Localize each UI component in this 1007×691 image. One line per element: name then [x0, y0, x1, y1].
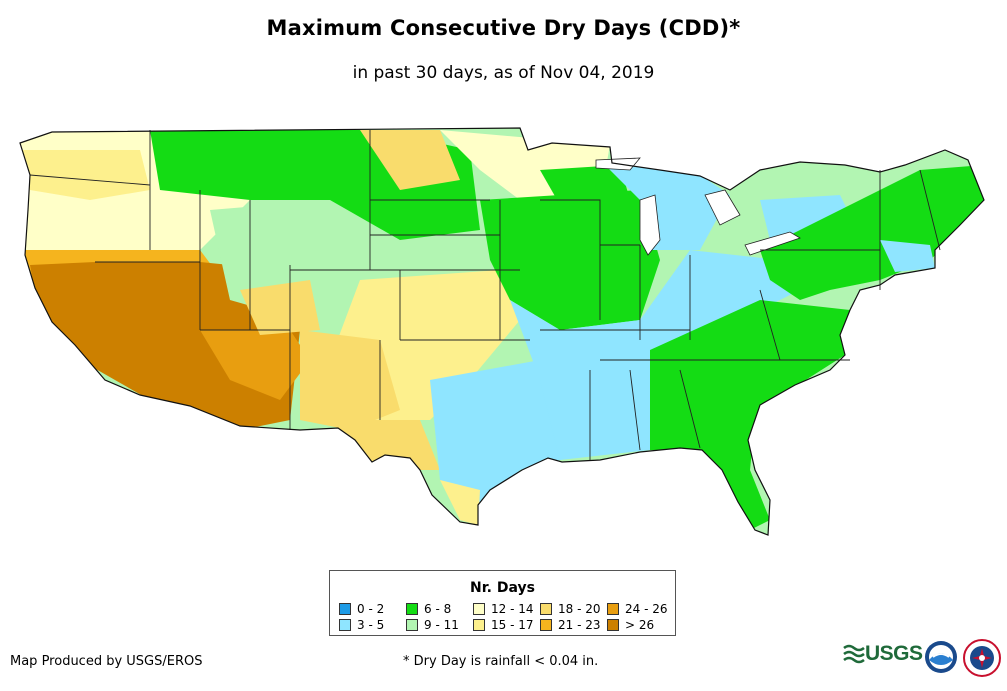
legend-swatch	[406, 619, 418, 631]
region-north-dakota-west	[360, 130, 460, 190]
usgs-wordmark: USGS	[865, 642, 923, 665]
noaa-logo-icon	[925, 641, 957, 673]
legend-swatch	[607, 603, 619, 615]
region-new-england-coast	[880, 240, 935, 272]
legend-item: 6 - 8	[406, 602, 451, 616]
usgs-logo: USGS	[843, 642, 923, 666]
region-southeast	[650, 300, 850, 530]
region-northeast	[760, 165, 984, 300]
region-midwest	[480, 190, 660, 330]
nws-logo-icon	[963, 639, 1001, 677]
legend-swatch	[540, 619, 552, 631]
legend-swatch	[339, 603, 351, 615]
legend-swatch	[607, 619, 619, 631]
region-texas-coast	[440, 480, 480, 525]
lake-erie	[744, 231, 801, 256]
dry-day-footnote: * Dry Day is rainfall < 0.04 in.	[403, 654, 599, 669]
region-southwest	[30, 262, 300, 430]
legend-item: 24 - 26	[607, 602, 668, 616]
region-southwest-inner	[200, 330, 310, 400]
legend-label: 9 - 11	[424, 618, 459, 632]
map-credit: Map Produced by USGS/EROS	[10, 654, 203, 669]
legend-label: 18 - 20	[558, 602, 601, 616]
legend-item: 21 - 23	[540, 618, 601, 632]
legend-label: 24 - 26	[625, 602, 668, 616]
legend-swatch	[540, 603, 552, 615]
legend-item: 12 - 14	[473, 602, 534, 616]
region-wisconsin	[540, 165, 630, 205]
map-subtitle: in past 30 days, as of Nov 04, 2019	[352, 63, 655, 83]
legend-item: 15 - 17	[473, 618, 534, 632]
legend-label: 0 - 2	[357, 602, 385, 616]
legend-swatch	[339, 619, 351, 631]
legend-item: > 26	[607, 618, 654, 632]
region-west-texas	[330, 420, 440, 470]
legend-item: 0 - 2	[339, 602, 384, 616]
legend-label: 12 - 14	[491, 602, 534, 616]
legend-label: 21 - 23	[558, 618, 601, 632]
legend-label: > 26	[625, 618, 655, 632]
legend-item: 3 - 5	[339, 618, 384, 632]
lake-michigan	[639, 194, 661, 256]
region-utah	[240, 280, 320, 335]
region-new-mexico	[300, 330, 400, 430]
legend-label: 15 - 17	[491, 618, 534, 632]
legend-title: Nr. Days	[470, 580, 535, 596]
region-michigan	[600, 160, 730, 250]
legend: Nr. Days 0 - 2 3 - 5 6 - 8 9 - 11 12 - 1…	[329, 570, 676, 636]
legend-item: 18 - 20	[540, 602, 601, 616]
lake-huron	[704, 189, 741, 226]
state-borders	[29, 130, 941, 460]
map-title: Maximum Consecutive Dry Days (CDD)*	[266, 16, 741, 40]
region-south-texas	[430, 360, 560, 510]
legend-swatch	[473, 619, 485, 631]
region-pacific-northwest	[20, 150, 150, 200]
legend-swatch	[406, 603, 418, 615]
legend-label: 6 - 8	[424, 602, 452, 616]
legend-item: 9 - 11	[406, 618, 459, 632]
legend-label: 3 - 5	[357, 618, 385, 632]
usgs-wave-icon	[843, 644, 865, 664]
legend-swatch	[473, 603, 485, 615]
